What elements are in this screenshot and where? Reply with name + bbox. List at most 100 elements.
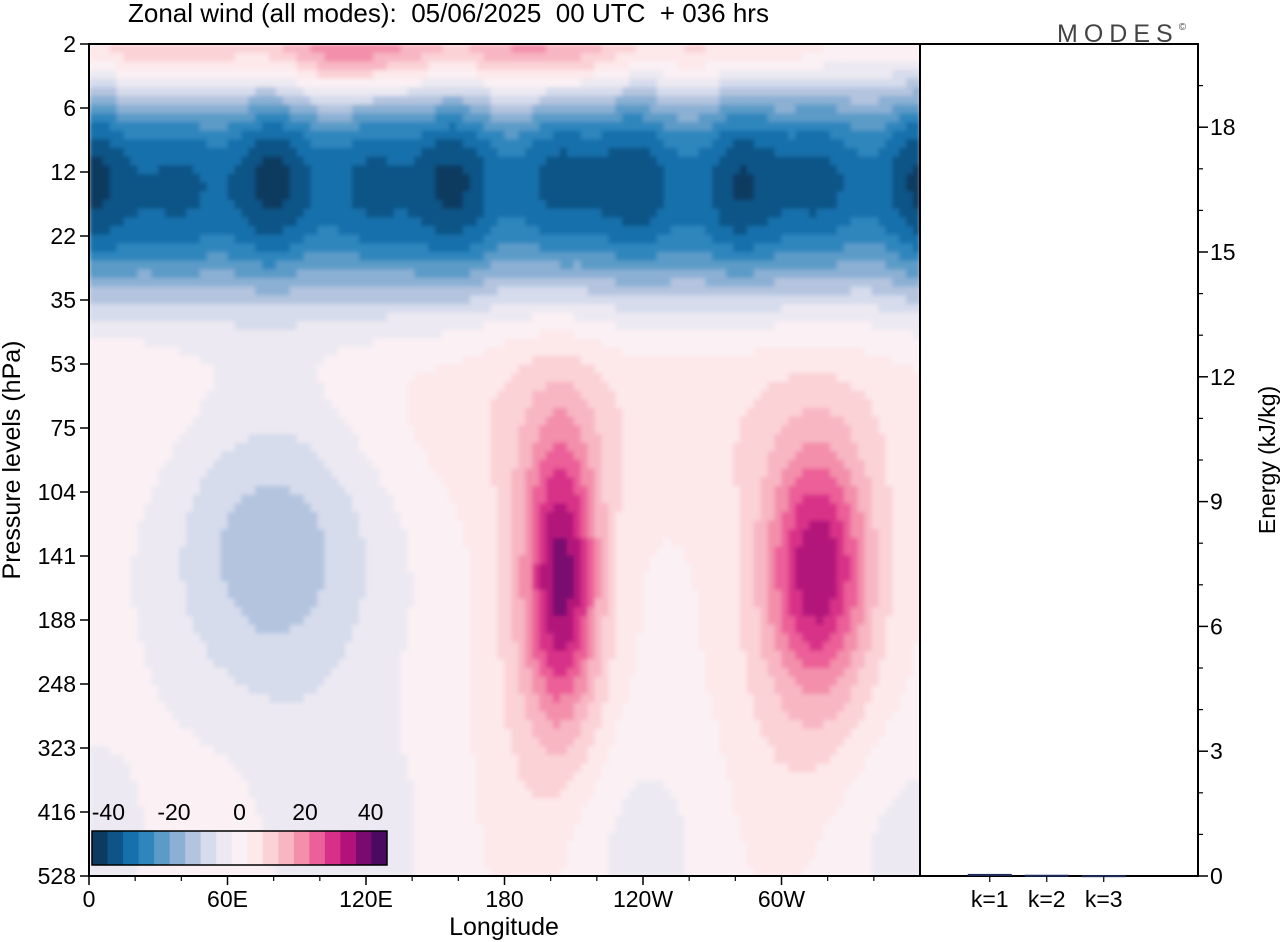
wind-cell — [497, 200, 506, 210]
wind-cell — [227, 96, 236, 106]
wind-cell — [95, 52, 104, 62]
wind-cell — [643, 217, 651, 227]
wind-cell — [629, 226, 637, 236]
wind-cell — [726, 52, 734, 62]
wind-cell — [864, 295, 873, 305]
wind-cell — [137, 234, 145, 244]
wind-cell — [733, 61, 741, 71]
wind-cell — [421, 295, 429, 305]
wind-cell — [144, 252, 152, 262]
wind-cell — [421, 330, 429, 340]
wind-cell — [199, 390, 208, 400]
wind-cell — [248, 330, 256, 340]
wind-cell — [172, 243, 180, 253]
wind-cell — [366, 156, 374, 166]
wind-cell — [566, 174, 575, 184]
wind-cell — [774, 130, 783, 140]
wind-cell — [275, 165, 284, 175]
wind-cell — [829, 278, 838, 288]
wind-cell — [386, 269, 395, 279]
wind-cell — [594, 44, 603, 54]
wind-cell — [102, 96, 111, 106]
wind-cell — [677, 130, 686, 140]
wind-cell — [442, 217, 450, 227]
wind-cell — [296, 139, 305, 149]
wind-cell — [213, 70, 222, 80]
wind-cell — [206, 148, 215, 158]
wind-cell — [116, 217, 125, 227]
wind-cell — [185, 156, 194, 166]
wind-cell — [788, 364, 796, 374]
wind-cell — [622, 312, 630, 322]
wind-cell — [476, 330, 485, 340]
wind-cell — [601, 269, 609, 279]
wind-cell — [615, 200, 623, 210]
wind-cell — [601, 78, 609, 88]
wind-cell — [179, 113, 187, 123]
wind-cell — [566, 269, 575, 279]
wind-cell — [857, 304, 866, 314]
wind-cell — [573, 399, 582, 409]
wind-cell — [386, 234, 395, 244]
wind-cell — [192, 312, 201, 322]
wind-cell — [89, 356, 97, 366]
wind-cell — [428, 269, 436, 279]
wind-cell — [393, 347, 402, 357]
wind-cell — [733, 87, 741, 97]
wind-cell — [608, 122, 616, 132]
wind-cell — [622, 52, 630, 62]
wind-cell — [469, 70, 478, 80]
wind-cell — [310, 312, 319, 322]
wind-cell — [691, 208, 699, 218]
wind-cell — [587, 356, 596, 366]
wind-cell — [705, 96, 713, 106]
wind-cell — [213, 156, 222, 166]
wind-cell — [165, 330, 173, 340]
wind-cell — [843, 321, 852, 331]
wind-cell — [663, 200, 672, 210]
wind-cell — [539, 200, 547, 210]
wind-cell — [130, 243, 139, 253]
wind-cell — [352, 70, 360, 80]
wind-cell — [705, 87, 713, 97]
wind-cell — [546, 44, 554, 54]
wind-cell — [518, 364, 526, 374]
wind-cell — [864, 87, 873, 97]
wind-cell — [663, 113, 672, 123]
wind-cell — [352, 87, 360, 97]
wind-cell — [739, 174, 748, 184]
wind-cell — [691, 382, 699, 392]
wind-cell — [566, 356, 575, 366]
wind-cell — [165, 96, 173, 106]
wind-cell — [442, 200, 450, 210]
wind-cell — [379, 304, 388, 314]
wind-cell — [684, 208, 693, 218]
wind-cell — [518, 139, 526, 149]
wind-cell — [345, 226, 353, 236]
wind-cell — [89, 226, 97, 236]
wind-cell — [684, 191, 693, 201]
wind-cell — [511, 286, 519, 296]
wind-cell — [615, 252, 623, 262]
wind-cell — [317, 278, 326, 288]
wind-cell — [719, 165, 727, 175]
wind-cell — [95, 243, 104, 253]
wind-cell — [525, 260, 533, 270]
wind-cell — [248, 96, 256, 106]
wind-cell — [753, 78, 762, 88]
wind-cell — [192, 347, 201, 357]
wind-cell — [324, 139, 332, 149]
wind-cell — [753, 304, 762, 314]
wind-cell — [760, 356, 769, 366]
wind-cell — [303, 321, 312, 331]
wind-cell — [719, 252, 727, 262]
wind-cell — [823, 252, 831, 262]
wind-cell — [414, 226, 422, 236]
wind-cell — [698, 104, 706, 114]
wind-cell — [795, 234, 803, 244]
wind-cell — [462, 269, 471, 279]
wind-cell — [130, 148, 139, 158]
wind-cell — [255, 295, 263, 305]
wind-cell — [206, 52, 215, 62]
wind-cell — [241, 182, 249, 192]
